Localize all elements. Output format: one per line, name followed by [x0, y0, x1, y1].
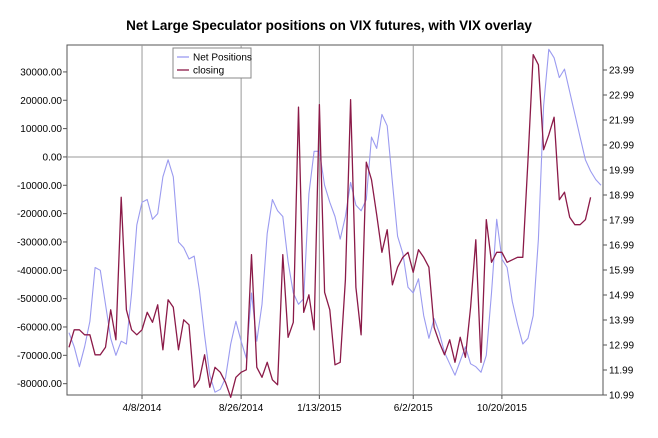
left-tick-label: -80000.00 [17, 379, 62, 390]
left-tick-label: 10000.00 [20, 124, 62, 135]
series-line-net-positions [68, 48, 602, 393]
left-tick-label: -60000.00 [17, 322, 62, 333]
right-tick-label: 11.99 [609, 366, 634, 377]
right-axis: 23.99 22.99 21.99 20.99 19.99 18.99 17.99 16.99… [603, 66, 634, 402]
x-axis: 4/8/2014 8/26/2014 1/13/2015 6/2/2015 10/20/… [123, 395, 527, 414]
right-tick-label: 20.99 [609, 141, 634, 152]
left-tick-label: -20000.00 [17, 209, 62, 220]
left-tick-label: -40000.00 [17, 266, 62, 277]
right-tick-label: 23.99 [609, 66, 634, 77]
left-tick-label: 0.00 [43, 152, 63, 163]
left-tick-label: -30000.00 [17, 237, 62, 248]
right-tick-label: 14.99 [609, 291, 634, 302]
x-tick-label: 1/13/2015 [297, 403, 342, 414]
right-tick-label: 12.99 [609, 341, 634, 352]
right-tick-label: 22.99 [609, 91, 634, 102]
chart-title: Net Large Speculator positions on VIX fu… [126, 18, 532, 33]
right-tick-label: 10.99 [609, 391, 634, 402]
series-layer [68, 48, 602, 398]
right-tick-label: 21.99 [609, 116, 634, 127]
series-line-closing [68, 54, 592, 398]
right-tick-label: 13.99 [609, 316, 634, 327]
plot-frame [66, 44, 604, 396]
left-tick-label: -10000.00 [17, 181, 62, 192]
x-tick-label: 6/2/2015 [394, 403, 433, 414]
right-tick-label: 18.99 [609, 191, 634, 202]
legend-box [172, 47, 252, 79]
right-tick-label: 16.99 [609, 241, 634, 252]
grid-layer [67, 45, 603, 395]
legend: Net Positions closing [172, 47, 252, 79]
x-tick-label: 10/20/2015 [477, 403, 527, 414]
left-tick-label: -70000.00 [17, 351, 62, 362]
right-tick-label: 19.99 [609, 166, 634, 177]
right-tick-label: 15.99 [609, 266, 634, 277]
left-tick-label: -50000.00 [17, 294, 62, 305]
left-axis: 30000.00 20000.00 10000.00 0.00 -10000.00 -20… [17, 67, 67, 390]
right-tick-label: 17.99 [609, 216, 634, 227]
legend-label-closing: closing [193, 66, 224, 77]
left-tick-label: 30000.00 [20, 67, 62, 78]
x-tick-label: 4/8/2014 [123, 403, 162, 414]
left-tick-label: 20000.00 [20, 96, 62, 107]
legend-label-net-positions: Net Positions [193, 53, 252, 64]
x-tick-label: 8/26/2014 [219, 403, 264, 414]
